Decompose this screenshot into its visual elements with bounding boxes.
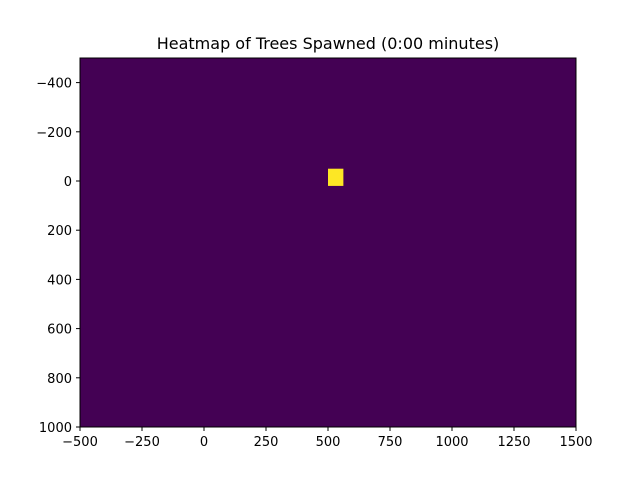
x-tick-label: −500 — [62, 435, 98, 450]
plot-area — [80, 58, 576, 427]
y-tick-label: 1000 — [39, 421, 72, 436]
axis-ticks: −500 −250 0 250 500 750 1000 1250 1500 −400 −200 0 2… — [36, 77, 592, 450]
x-tick-label: 750 — [378, 435, 403, 450]
x-tick-label: 1250 — [497, 435, 530, 450]
y-tick-label: 200 — [47, 224, 72, 239]
chart-title: Heatmap of Trees Spawned (0:00 minutes) — [157, 34, 500, 53]
y-tick-label: 600 — [47, 323, 72, 338]
x-tick-label: −250 — [124, 435, 160, 450]
x-tick-label: 1500 — [559, 435, 592, 450]
y-tick-label: −400 — [36, 77, 72, 92]
heatmap-background — [80, 58, 576, 427]
y-tick-label: 400 — [47, 273, 72, 288]
y-tick-label: −200 — [36, 126, 72, 141]
x-tick-label: 250 — [254, 435, 279, 450]
plot-frame — [79, 57, 577, 428]
x-tick-label: 1000 — [435, 435, 468, 450]
heatmap-cell — [328, 168, 344, 186]
y-tick-label: 0 — [64, 175, 72, 190]
y-tick-label: 800 — [47, 372, 72, 387]
x-tick-label: 500 — [316, 435, 341, 450]
x-tick-label: 0 — [200, 435, 208, 450]
